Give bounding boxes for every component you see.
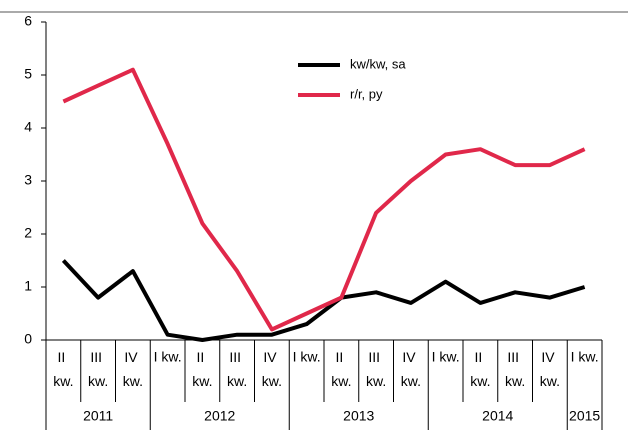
y-tick-label: 1 bbox=[24, 278, 32, 294]
x-tick-label-part: II bbox=[475, 349, 487, 365]
x-tick-label: II kw. bbox=[470, 349, 490, 389]
x-tick-label-part: II bbox=[58, 349, 70, 365]
x-tick-label-part: kw. bbox=[123, 373, 143, 389]
x-tick-label-part: IV bbox=[124, 349, 141, 365]
x-tick-label-part: III bbox=[90, 349, 106, 365]
x-tick-label-part: kw. bbox=[331, 373, 351, 389]
x-tick-label: III kw. bbox=[505, 349, 525, 389]
y-tick-label: 3 bbox=[24, 172, 32, 188]
x-tick-label-part: kw. bbox=[227, 373, 247, 389]
x-tick-label-part: kw. bbox=[540, 373, 560, 389]
x-tick-label: IV kw. bbox=[401, 349, 421, 389]
y-tick-label: 0 bbox=[24, 331, 32, 347]
x-tick-label-part: IV bbox=[541, 349, 558, 365]
x-tick-label-part: kw. bbox=[470, 373, 490, 389]
x-tick-label-part: kw. bbox=[401, 373, 421, 389]
x-tick-label: III kw. bbox=[227, 349, 247, 389]
y-tick-label: 4 bbox=[24, 119, 32, 135]
x-tick-label-part: IV bbox=[263, 349, 280, 365]
x-tick-label: IV kw. bbox=[123, 349, 143, 389]
x-tick-label-part: kw. bbox=[88, 373, 108, 389]
y-tick-label: 2 bbox=[24, 225, 32, 241]
year-label: 2012 bbox=[204, 408, 235, 424]
x-tick-label: I kw. bbox=[432, 349, 460, 365]
x-tick-label: I kw. bbox=[571, 349, 599, 365]
y-tick-label: 6 bbox=[24, 13, 32, 29]
x-tick-label: II kw. bbox=[331, 349, 351, 389]
x-tick-label-part: III bbox=[507, 349, 523, 365]
year-label: 2014 bbox=[482, 408, 513, 424]
x-tick-label: III kw. bbox=[88, 349, 108, 389]
x-tick-label: I kw. bbox=[154, 349, 182, 365]
x-tick-label-part: IV bbox=[402, 349, 419, 365]
year-label: 2011 bbox=[83, 408, 113, 424]
x-tick-label-part: II bbox=[336, 349, 348, 365]
x-tick-label-part: III bbox=[229, 349, 245, 365]
x-tick-label-part: kw. bbox=[366, 373, 386, 389]
year-label: 2013 bbox=[343, 408, 374, 424]
x-tick-label: II kw. bbox=[192, 349, 212, 389]
x-tick-label: IV kw. bbox=[540, 349, 560, 389]
legend-label: r/r, py bbox=[350, 86, 383, 101]
x-tick-label-part: kw. bbox=[505, 373, 525, 389]
series-line bbox=[62, 67, 586, 332]
x-tick-label-part: III bbox=[368, 349, 384, 365]
y-tick-label: 5 bbox=[24, 66, 32, 82]
x-tick-label-part: kw. bbox=[53, 373, 73, 389]
year-label: 2015 bbox=[569, 408, 600, 424]
series-line bbox=[61, 259, 586, 342]
x-tick-label-part: II bbox=[197, 349, 209, 365]
legend-label: kw/kw, sa bbox=[350, 56, 406, 71]
x-tick-label-part: kw. bbox=[192, 373, 212, 389]
x-tick-label: II kw. bbox=[53, 349, 73, 389]
x-tick-label: I kw. bbox=[293, 349, 321, 365]
x-tick-label-part: kw. bbox=[262, 373, 282, 389]
x-tick-label: III kw. bbox=[366, 349, 386, 389]
x-tick-label: IV kw. bbox=[262, 349, 282, 389]
